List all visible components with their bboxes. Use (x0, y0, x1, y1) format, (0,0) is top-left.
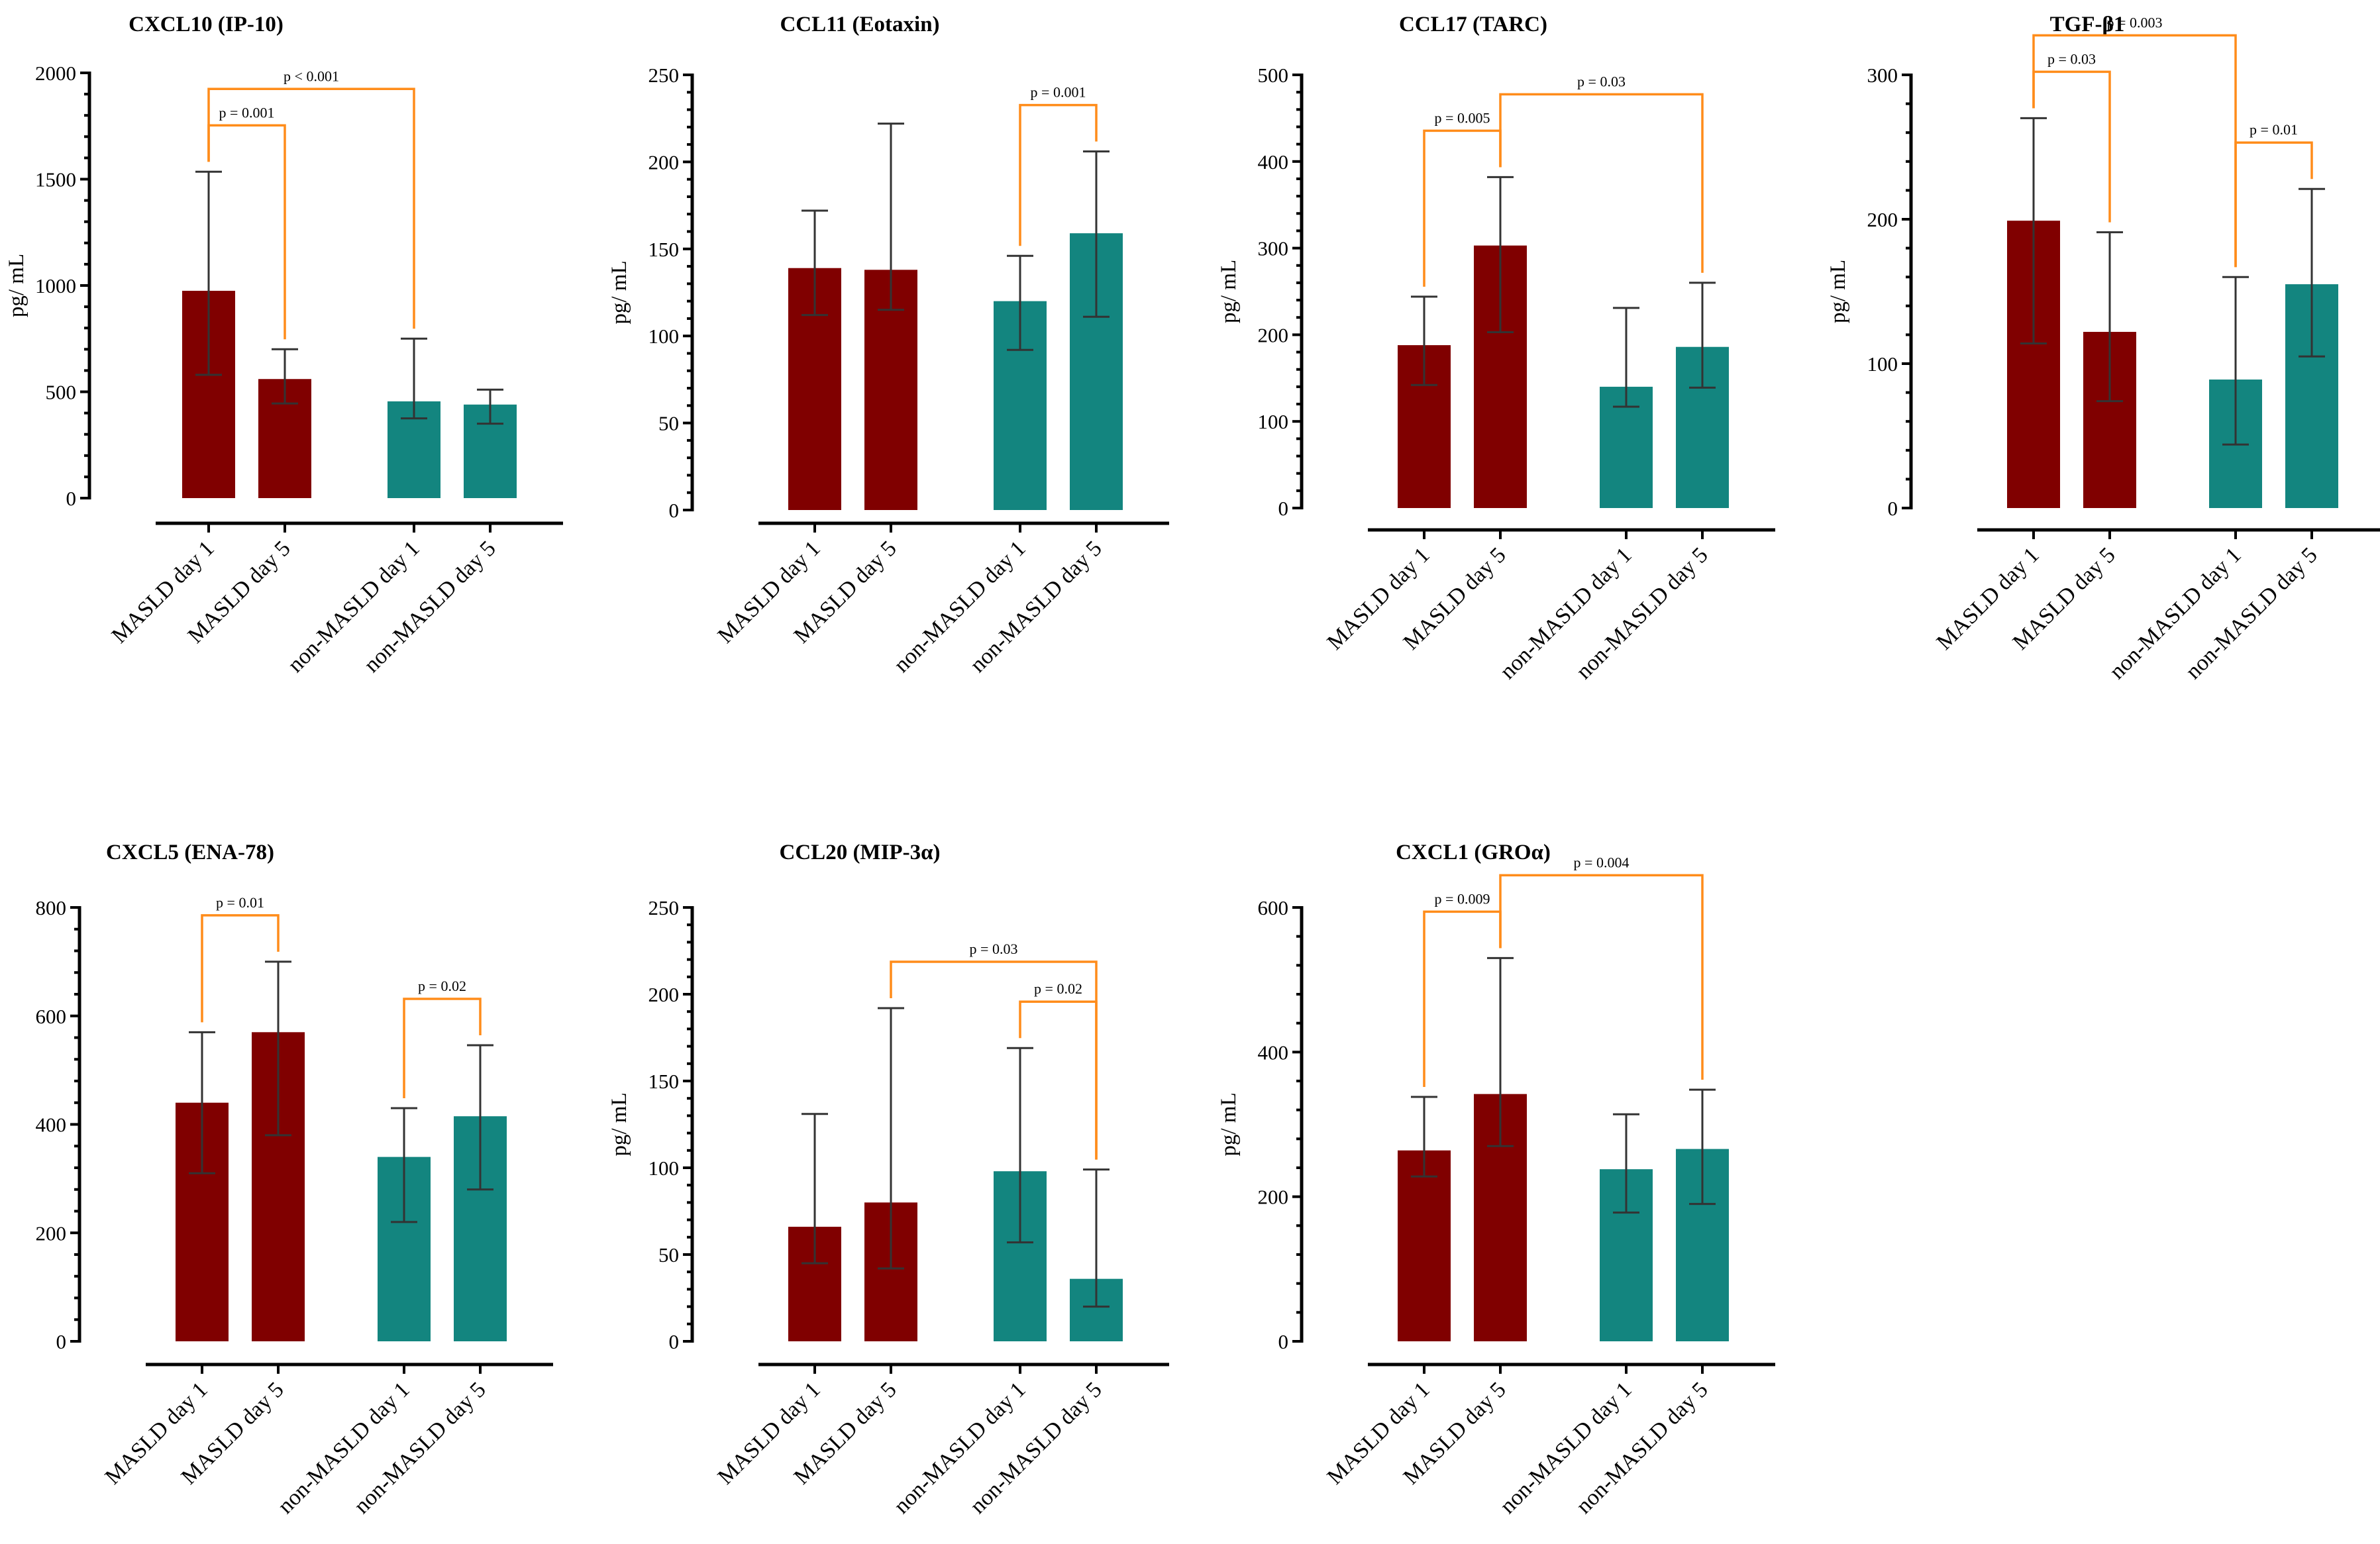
significance-bracket (403, 998, 482, 1098)
y-tick-label: 400 (1258, 1041, 1289, 1064)
panel-title: CXCL1 (GROα) (1396, 841, 1551, 864)
p-value-label: p = 0.01 (2250, 121, 2298, 138)
p-value-label: p = 0.005 (1435, 109, 1490, 126)
y-tick-label: 2000 (35, 62, 76, 85)
y-axis-label: pg/ mL (1217, 260, 1241, 323)
p-value-label: p = 0.009 (1435, 890, 1490, 907)
y-axis-label: pg/ mL (607, 260, 631, 324)
panel-title: CCL11 (Eotaxin) (780, 13, 939, 36)
p-value-label: p < 0.001 (284, 68, 339, 84)
category-label: non-MASLD day 5 (1572, 1377, 1713, 1518)
significance-bracket (2234, 141, 2313, 268)
significance-bracket (2032, 70, 2111, 223)
category-label: non-MASLD day 1 (1496, 1377, 1637, 1518)
significance-bracket (201, 914, 280, 1023)
category-label: non-MASLD day 5 (350, 1377, 491, 1518)
panel-title: TGF-β1 (2050, 13, 2125, 36)
y-tick-label: 250 (648, 64, 680, 87)
p-value-label: p = 0.001 (1031, 84, 1086, 101)
y-tick-label: 150 (648, 1070, 680, 1093)
significance-bracket (1499, 874, 1704, 1080)
y-tick-label: 100 (648, 325, 680, 348)
y-tick-label: 600 (1258, 896, 1289, 919)
significance-bracket (890, 960, 1098, 1160)
y-tick-label: 400 (36, 1113, 67, 1137)
y-tick-label: 0 (1888, 497, 1898, 520)
y-tick-label: 200 (1258, 323, 1289, 346)
y-tick-label: 250 (648, 896, 680, 919)
y-tick-label: 0 (669, 499, 680, 522)
y-axis-label: pg/ mL (1826, 260, 1850, 323)
category-label: non-MASLD day 5 (1572, 542, 1713, 684)
panel-title: CCL20 (MIP-3α) (780, 841, 941, 864)
y-tick-label: 0 (56, 1330, 67, 1353)
y-tick-label: 200 (648, 150, 680, 174)
y-tick-label: 150 (648, 238, 680, 261)
p-value-label: p = 0.003 (2107, 14, 2163, 30)
category-label: non-MASLD day 1 (284, 536, 425, 677)
y-tick-label: 50 (658, 1243, 679, 1266)
y-tick-label: 300 (1867, 64, 1898, 87)
y-tick-label: 400 (1258, 150, 1289, 174)
y-axis-label: pg/ mL (607, 1092, 631, 1156)
significance-bracket (1019, 103, 1098, 246)
p-value-label: p = 0.03 (1577, 73, 1626, 89)
y-axis-label: pg/ mL (1217, 1092, 1241, 1156)
y-tick-label: 1000 (35, 274, 76, 297)
y-tick-label: 200 (648, 983, 680, 1006)
p-value-label: p = 0.02 (1034, 980, 1082, 997)
category-label: non-MASLD day 5 (966, 1377, 1107, 1518)
y-tick-label: 300 (1258, 237, 1289, 260)
p-value-label: p = 0.02 (418, 978, 466, 994)
category-label: non-MASLD day 5 (360, 536, 501, 677)
category-label: non-MASLD day 1 (890, 1377, 1031, 1518)
y-tick-label: 100 (1867, 352, 1898, 376)
significance-bracket (1019, 1000, 1098, 1160)
category-label: non-MASLD day 5 (966, 536, 1107, 677)
y-tick-label: 0 (66, 487, 77, 510)
category-label: non-MASLD day 1 (2105, 542, 2246, 684)
y-tick-label: 200 (1258, 1186, 1289, 1209)
significance-bracket (1499, 93, 1704, 273)
category-label: non-MASLD day 1 (1496, 542, 1637, 684)
y-tick-label: 100 (1258, 410, 1289, 433)
significance-bracket (1423, 910, 1502, 1088)
y-tick-label: 500 (1258, 64, 1289, 87)
y-tick-label: 50 (658, 412, 679, 435)
p-value-label: p = 0.03 (970, 941, 1018, 957)
p-value-label: p = 0.001 (219, 104, 275, 121)
panel-title: CXCL5 (ENA-78) (106, 841, 274, 864)
p-value-label: p = 0.03 (2047, 50, 2096, 67)
y-tick-label: 200 (1867, 208, 1898, 231)
y-tick-label: 0 (1278, 1330, 1289, 1353)
panel-title: CXCL10 (IP-10) (129, 13, 284, 36)
y-tick-label: 600 (36, 1005, 67, 1028)
y-tick-label: 100 (648, 1157, 680, 1180)
y-tick-label: 500 (46, 381, 77, 404)
p-value-label: p = 0.01 (216, 894, 264, 911)
category-label: non-MASLD day 1 (274, 1377, 415, 1518)
y-axis-label: pg/ mL (5, 254, 28, 317)
y-tick-label: 800 (36, 896, 67, 919)
y-tick-label: 0 (1278, 497, 1289, 520)
category-label: non-MASLD day 1 (890, 536, 1031, 677)
panel-title: CCL17 (TARC) (1399, 13, 1547, 36)
y-tick-label: 200 (36, 1221, 67, 1245)
significance-bracket (207, 87, 415, 329)
y-tick-label: 0 (669, 1330, 680, 1353)
significance-bracket (2032, 34, 2237, 268)
y-tick-label: 1500 (35, 168, 76, 191)
bar-masld-day-1 (1398, 1150, 1451, 1341)
p-value-label: p = 0.004 (1574, 854, 1630, 870)
category-label: non-MASLD day 5 (2181, 542, 2322, 684)
